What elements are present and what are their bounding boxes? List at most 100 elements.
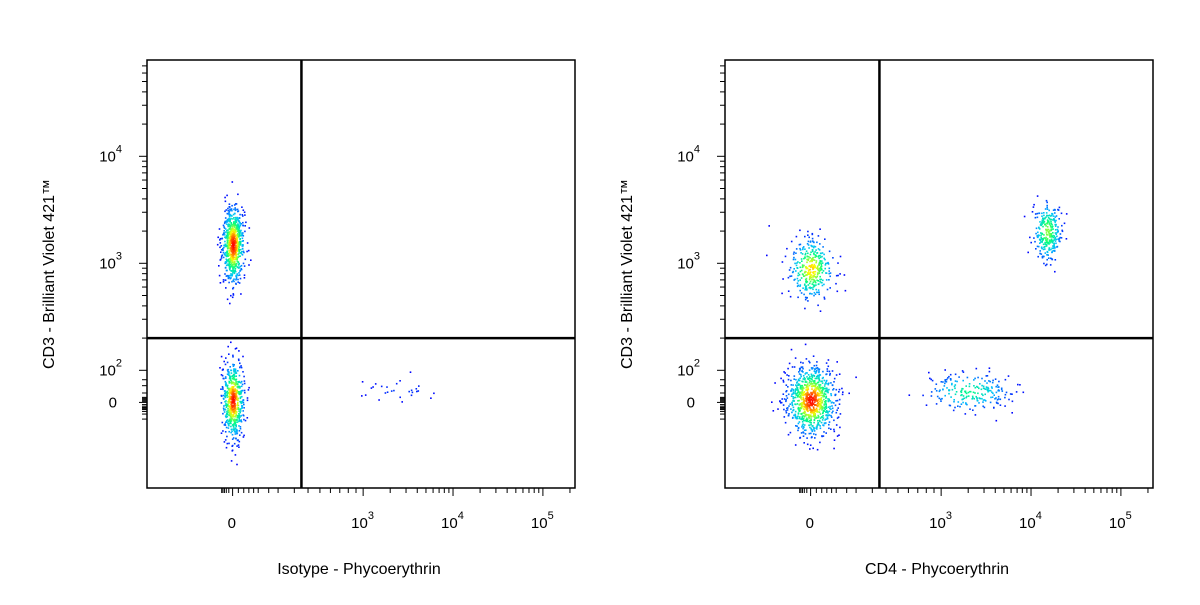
event-dot — [781, 261, 784, 263]
event-dot — [977, 392, 979, 395]
event-dot — [814, 377, 817, 380]
y-tick-label: 0 — [109, 394, 117, 411]
event-dot — [222, 388, 224, 391]
event-dot — [971, 398, 973, 400]
event-dot — [798, 395, 801, 398]
event-dot — [996, 384, 999, 386]
event-dot — [224, 200, 227, 203]
event-dot — [820, 416, 823, 418]
event-dot — [809, 257, 811, 259]
event-dot — [231, 230, 233, 233]
event-dot — [805, 358, 808, 360]
event-dot — [233, 212, 236, 215]
event-dot — [238, 412, 240, 415]
event-dot — [819, 243, 821, 245]
event-dot — [233, 272, 236, 275]
x-axis-tick-labels: 0 103 104 105 — [228, 510, 554, 532]
event-dot — [235, 430, 237, 433]
event-dot — [1055, 238, 1058, 241]
event-dot — [802, 392, 805, 395]
event-dot — [229, 230, 231, 233]
event-dot — [1046, 233, 1048, 236]
event-dot — [810, 274, 813, 276]
event-dot — [786, 407, 788, 410]
event-dot — [247, 389, 250, 391]
y-axis-title: CD3 - Brilliant Violet 421™ — [41, 179, 58, 369]
event-dot — [236, 266, 239, 269]
event-dot — [1044, 248, 1046, 250]
event-dot — [794, 262, 796, 265]
event-dot — [225, 221, 228, 223]
event-dot — [805, 384, 808, 387]
event-dot — [226, 251, 228, 254]
event-dot — [235, 412, 237, 414]
event-dot — [813, 428, 815, 430]
event-dot — [990, 386, 993, 388]
event-dot — [228, 372, 230, 374]
event-dot — [1057, 226, 1059, 228]
event-dot — [231, 444, 234, 447]
event-dot — [222, 249, 224, 252]
event-dot — [229, 238, 232, 241]
event-dot — [231, 261, 234, 264]
event-dot — [232, 239, 234, 241]
event-dot — [229, 252, 231, 254]
event-dot — [797, 400, 799, 402]
event-dot — [230, 460, 233, 462]
event-dot — [806, 288, 808, 291]
event-dot — [238, 374, 241, 377]
event-dot — [821, 391, 823, 393]
event-dot — [374, 383, 377, 385]
event-dot — [821, 382, 824, 384]
event-dot — [1046, 208, 1049, 210]
event-dot — [227, 229, 229, 231]
event-dot — [825, 373, 827, 376]
event-dot — [1053, 245, 1055, 247]
event-dot — [242, 221, 244, 224]
event-dot — [825, 411, 827, 413]
event-dot — [228, 228, 231, 230]
event-dot — [812, 268, 814, 270]
event-dot — [798, 379, 801, 382]
event-dot — [807, 388, 810, 391]
event-dot — [231, 225, 234, 228]
event-dot — [800, 277, 803, 279]
event-dot — [226, 361, 229, 364]
event-dot — [789, 266, 792, 269]
event-dot — [817, 411, 819, 413]
event-dot — [430, 397, 432, 399]
event-dot — [1046, 230, 1048, 232]
event-dot — [822, 412, 824, 415]
event-dot — [226, 259, 228, 262]
event-dot — [225, 383, 227, 386]
event-dot — [792, 384, 794, 386]
event-dot — [812, 281, 815, 284]
event-dot — [948, 389, 950, 392]
event-dot — [988, 370, 991, 373]
event-dot — [986, 387, 988, 389]
event-dot — [239, 232, 241, 235]
event-dot — [226, 233, 229, 235]
event-dot — [817, 414, 819, 417]
event-dot — [1036, 216, 1039, 219]
event-dot — [234, 258, 236, 261]
event-dot — [798, 399, 800, 402]
event-dot — [799, 396, 802, 398]
event-dot — [237, 241, 239, 243]
event-dot — [1052, 232, 1054, 234]
event-dot — [804, 397, 807, 400]
event-dot — [242, 235, 245, 237]
event-dot — [803, 412, 805, 415]
event-dot — [997, 398, 1000, 400]
event-dot — [815, 249, 817, 251]
event-dot — [810, 276, 813, 279]
event-dot — [976, 397, 978, 399]
event-dot — [960, 389, 963, 392]
event-dot — [231, 296, 234, 299]
event-dot — [808, 256, 810, 258]
event-dot — [805, 399, 808, 401]
event-dot — [972, 409, 974, 411]
event-dot — [232, 279, 234, 282]
event-dot — [787, 378, 790, 381]
event-dot — [235, 437, 237, 440]
